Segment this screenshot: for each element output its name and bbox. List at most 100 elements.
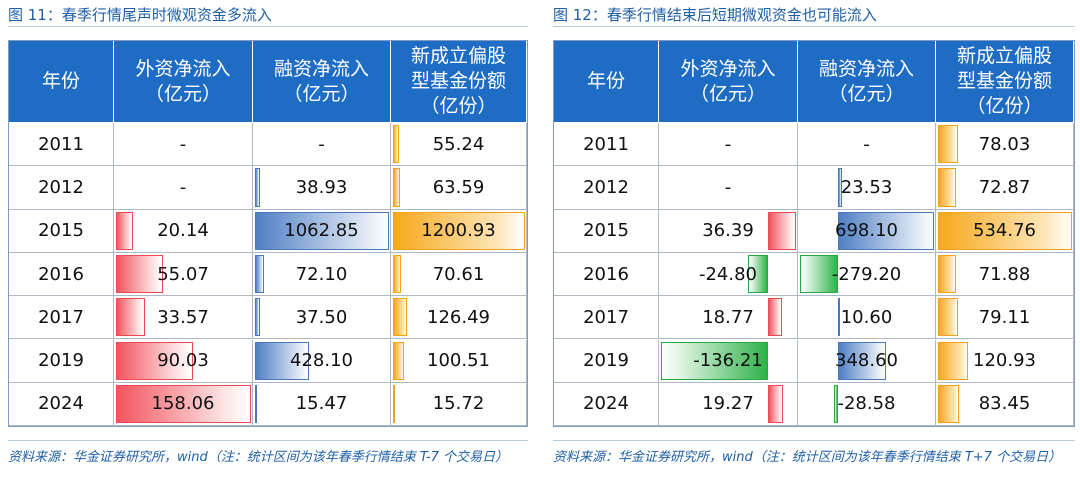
table-cell: 348.60	[798, 339, 936, 383]
cell-text: -	[318, 133, 325, 155]
header-text: 型基金份额	[956, 70, 1052, 92]
header-text: 新成立偏股	[956, 45, 1052, 67]
header-text: （亿份）	[420, 95, 497, 117]
table-cell: -	[659, 166, 798, 210]
cell-text: 33.57	[157, 306, 209, 328]
data-bar	[938, 341, 969, 380]
table-cell: 55.07	[114, 252, 253, 297]
cell-text: 2024	[38, 393, 84, 415]
cell-text: 63.59	[432, 176, 485, 198]
figure-title: 图 12：春季行情结束后短期微观资金也可能流入	[553, 4, 1075, 27]
data-bar	[661, 341, 768, 380]
cell-text: 15.47	[295, 393, 348, 415]
table-cell: 1200.93	[391, 209, 527, 253]
table-cell: 2016	[9, 252, 114, 297]
table-cell: -	[114, 166, 253, 210]
table-cell: -	[659, 123, 798, 167]
data-bar	[767, 384, 783, 424]
data-bar	[748, 254, 768, 294]
source-note: 资料来源：华金证券研究所，wind（注：统计区间为该年春季行情结束 T-7 个交…	[8, 440, 528, 473]
cell-text: 55.24	[432, 133, 485, 155]
table-cell: 78.03	[936, 123, 1074, 167]
cell-text: 1200.93	[421, 220, 496, 242]
data-bar	[838, 211, 934, 250]
cell-text: 2015	[583, 220, 629, 242]
cell-text: -279.20	[831, 263, 902, 285]
table-cell: -	[798, 123, 936, 167]
table-cell: 72.10	[253, 252, 391, 297]
table-cell: 37.50	[253, 296, 391, 340]
header-text: 外资净流入	[680, 57, 776, 80]
cell-text: 2012	[38, 176, 84, 198]
cell-text: 37.50	[295, 306, 348, 328]
cell-text: 2019	[38, 350, 84, 372]
cell-text: 78.03	[978, 133, 1031, 155]
cell-text: 698.10	[835, 220, 898, 242]
header-text: （亿份）	[966, 95, 1043, 117]
table-cell: -	[253, 123, 391, 167]
cell-text: 2024	[583, 393, 629, 415]
header-text: 新成立偏股	[410, 45, 506, 67]
data-bar	[767, 211, 796, 250]
data-bar	[838, 341, 887, 380]
data-bar	[255, 298, 260, 337]
cell-text: -28.58	[837, 393, 896, 415]
data-bar	[393, 125, 400, 164]
cell-text: 1062.85	[284, 220, 359, 242]
table-cell: 15.72	[391, 382, 527, 427]
figure-title: 图 11：春季行情尾声时微观资金多流入	[8, 4, 528, 27]
data-bar	[838, 168, 842, 207]
cell-text: 71.88	[978, 263, 1031, 285]
header-text: （亿元）	[689, 82, 766, 105]
header-text: 型基金份额	[410, 70, 506, 92]
cell-text: 2016	[583, 263, 629, 285]
table-cell: 534.76	[936, 209, 1074, 253]
cell-text: 20.14	[157, 220, 209, 242]
cell-text: 90.03	[157, 350, 209, 372]
cell-text: 2011	[38, 133, 84, 155]
table: 年份 外资净流入 （亿元） 融资净流入 （亿元） 新成立偏股 型基金份额 （亿份） - -20.1…	[8, 40, 528, 428]
table-cell: 120.93	[936, 339, 1074, 383]
cell-text: 38.93	[295, 176, 348, 198]
data-bar	[393, 254, 401, 294]
table-cell: 698.10	[798, 209, 936, 253]
data-bar	[393, 384, 395, 424]
data-bar	[393, 211, 525, 250]
table-cell: -	[114, 123, 253, 167]
table-cell: 2024	[554, 382, 659, 427]
table-cell: 71.88	[936, 252, 1074, 297]
table-cell: 2017	[9, 296, 114, 340]
table-cell: 15.47	[253, 382, 391, 427]
cell-text: 19.27	[702, 393, 754, 415]
table-cell: 2017	[554, 296, 659, 340]
table-cell: 20.14	[114, 209, 253, 253]
cell-text: 2012	[583, 176, 629, 198]
table-cell: -28.58	[798, 382, 936, 427]
data-bar	[938, 254, 956, 294]
cell-text: 348.60	[835, 350, 898, 372]
table-cell: 2012	[9, 166, 114, 210]
table-cell: 90.03	[114, 339, 253, 383]
cell-text: -	[179, 133, 187, 155]
cell-text: 79.11	[978, 306, 1031, 328]
table-cell: 2019	[554, 339, 659, 383]
cell-text: 72.87	[978, 176, 1031, 198]
data-bar	[393, 341, 405, 380]
header-text: 年份	[41, 70, 80, 92]
cell-text: 120.93	[973, 350, 1036, 372]
cell-text: 534.76	[973, 220, 1036, 242]
data-bar	[938, 298, 958, 337]
cell-text: 2017	[583, 306, 629, 328]
cell-text: 23.53	[840, 176, 893, 198]
data-bar	[838, 298, 841, 337]
data-bar	[116, 341, 193, 380]
cell-text: 2015	[38, 220, 84, 242]
data-bar	[255, 384, 257, 424]
header-text: 融资净流入	[818, 57, 914, 80]
data-bar	[393, 168, 400, 207]
table-cell: 2015	[9, 209, 114, 253]
cell-text: 2016	[38, 263, 84, 285]
table-cell: 2012	[554, 166, 659, 210]
table-cell: 100.51	[391, 339, 527, 383]
header-cell: 年份	[9, 41, 114, 123]
